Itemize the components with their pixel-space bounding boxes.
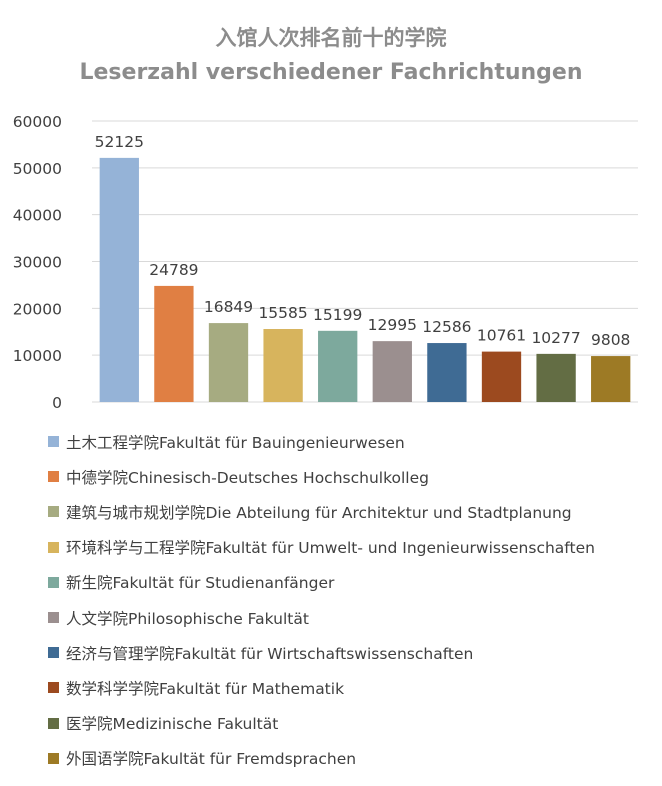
legend-swatch: [48, 752, 59, 764]
legend-entry: 中德学院Chinesisch-Deutsches Hochschulkolleg: [48, 459, 658, 494]
legend-swatch: [48, 436, 59, 448]
legend-swatch: [48, 647, 59, 659]
legend-swatch: [48, 471, 59, 483]
bar: [263, 329, 303, 402]
y-tick-label: 30000: [13, 254, 62, 272]
legend-entry: 经济与管理学院Fakultät für Wirtschaftswissensch…: [48, 635, 658, 670]
data-label: 10277: [531, 329, 580, 347]
legend-entry: 建筑与城市规划学院Die Abteilung für Architektur u…: [48, 494, 658, 529]
chart-title: 入馆人次排名前十的学院: [215, 26, 447, 50]
data-label: 15585: [258, 304, 307, 322]
legend-swatch: [48, 576, 59, 588]
chart-legend: 土木工程学院Fakultät für Bauingenieurwesen 中德学院…: [48, 424, 658, 776]
legend-swatch: [48, 717, 59, 729]
legend-label: 建筑与城市规划学院Die Abteilung für Architektur u…: [66, 503, 572, 522]
data-label: 10761: [477, 327, 526, 345]
data-label: 12586: [422, 318, 471, 336]
data-label: 15199: [313, 306, 362, 324]
legend-label: 外国语学院Fakultät für Fremdsprachen: [66, 750, 357, 769]
bar: [372, 341, 412, 402]
chart-subtitle: Leserzahl verschiedener Fachrichtungen: [79, 60, 583, 85]
legend-swatch: [48, 541, 59, 553]
data-label: 52125: [95, 133, 144, 151]
data-label: 24789: [149, 261, 198, 279]
bar: [99, 157, 139, 402]
legend-label: 环境科学与工程学院Fakultät für Umwelt- und Ingeni…: [66, 539, 595, 558]
bar: [536, 353, 576, 402]
legend-entry: 土木工程学院Fakultät für Bauingenieurwesen: [48, 424, 658, 459]
legend-swatch: [48, 682, 59, 694]
legend-entry: 人文学院Philosophische Fakultät: [48, 600, 658, 635]
legend-label: 新生院Fakultät für Studienanfänger: [66, 574, 335, 593]
legend-entry: 数学科学学院Fakultät für Mathematik: [48, 670, 658, 705]
legend-label: 中德学院Chinesisch-Deutsches Hochschulkolleg: [66, 468, 429, 487]
legend-entry: 新生院Fakultät für Studienanfänger: [48, 565, 658, 600]
data-label: 12995: [368, 316, 417, 334]
legend-label: 人文学院Philosophische Fakultät: [66, 609, 309, 628]
legend-entry: 环境科学与工程学院Fakultät für Umwelt- und Ingeni…: [48, 530, 658, 565]
legend-label: 医学院Medizinische Fakultät: [66, 715, 279, 734]
y-tick-label: 50000: [13, 160, 62, 178]
bar: [481, 351, 522, 402]
legend-swatch: [48, 506, 59, 518]
data-label: 16849: [204, 298, 253, 316]
bar: [154, 285, 194, 402]
bar-chart: 0 10000 20000 30000 40000 50000 60000 52125 2478…: [13, 113, 638, 412]
y-tick-label: 0: [52, 394, 62, 412]
bar: [427, 343, 467, 402]
legend-label: 土木工程学院Fakultät für Bauingenieurwesen: [66, 433, 405, 452]
data-label: 9808: [591, 331, 630, 349]
bar: [591, 356, 631, 402]
y-tick-label: 10000: [13, 347, 62, 365]
y-tick-label: 20000: [13, 300, 62, 318]
legend-entry: 医学院Medizinische Fakultät: [48, 706, 658, 741]
bar: [318, 330, 358, 402]
legend-label: 经济与管理学院Fakultät für Wirtschaftswissensch…: [66, 644, 474, 663]
bar: [208, 323, 249, 402]
legend-label: 数学科学学院Fakultät für Mathematik: [66, 679, 345, 698]
legend-swatch: [48, 612, 59, 624]
y-tick-label: 60000: [13, 113, 62, 131]
y-tick-label: 40000: [13, 207, 62, 225]
legend-entry: 外国语学院Fakultät für Fremdsprachen: [48, 741, 658, 776]
